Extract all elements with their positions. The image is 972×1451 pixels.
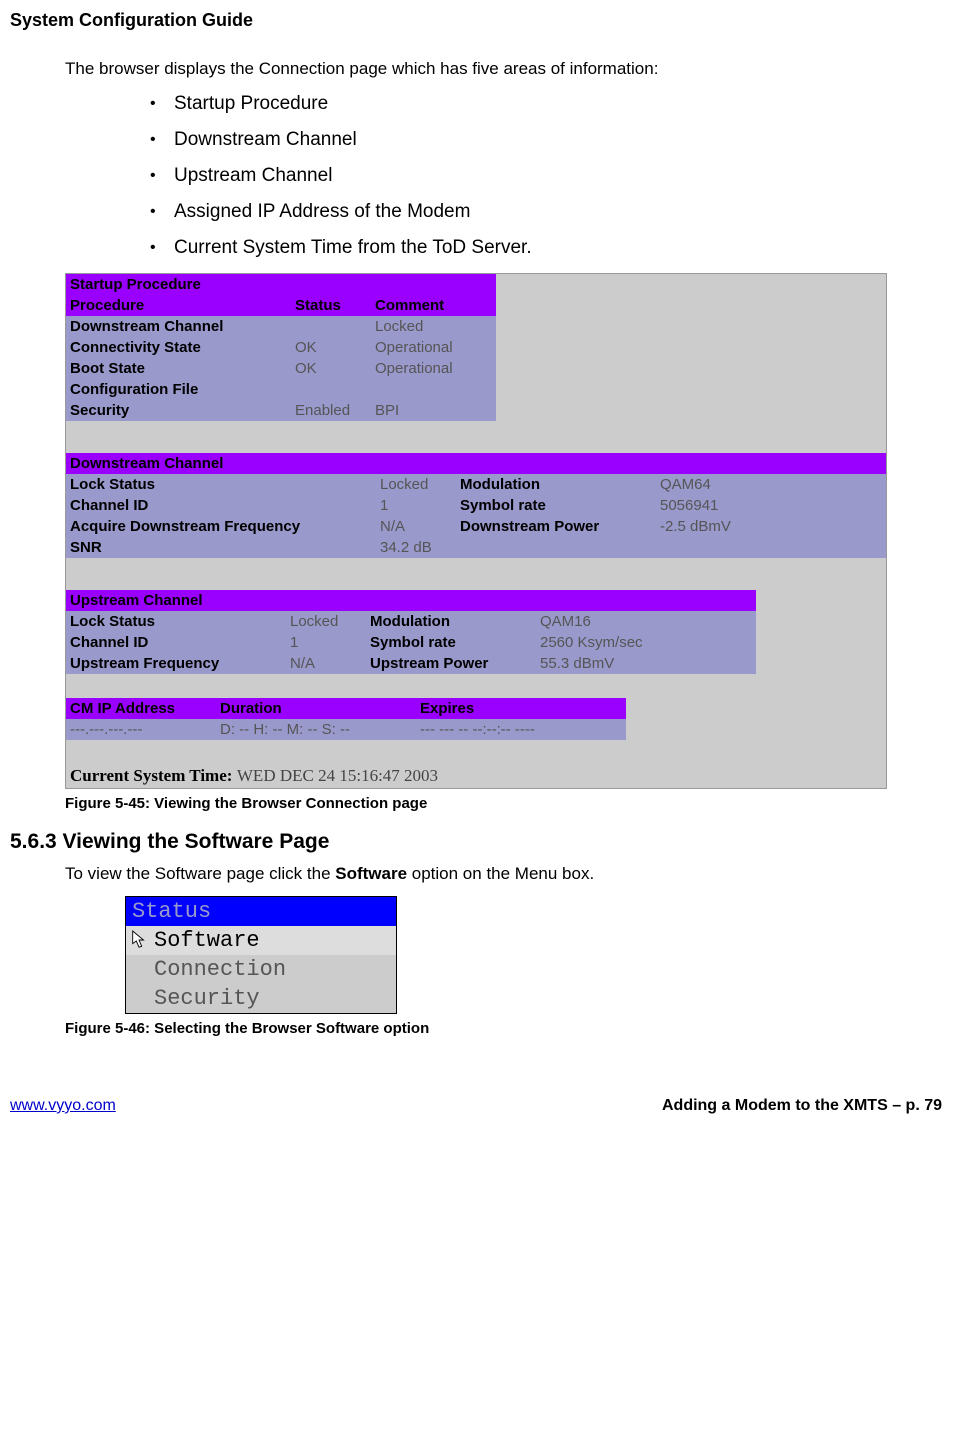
menu-label: Software	[154, 928, 260, 953]
startup-title: Startup Procedure	[66, 274, 496, 295]
cell: D: -- H: -- M: -- S: --	[216, 719, 416, 740]
intro-text: The browser displays the Connection page…	[65, 59, 942, 79]
cell: Modulation	[456, 474, 656, 495]
cell	[656, 537, 886, 558]
cell: Operational	[371, 337, 496, 358]
cell: 1	[376, 495, 456, 516]
cell: 55.3 dBmV	[536, 653, 756, 674]
cell: Symbol rate	[366, 632, 536, 653]
section-heading-563: 5.6.3 Viewing the Software Page	[10, 830, 942, 854]
col-header: Duration	[216, 698, 416, 719]
menu-item-connection[interactable]: Connection	[126, 955, 396, 984]
menu-title[interactable]: Status	[126, 897, 396, 926]
cell: SNR	[66, 537, 376, 558]
cell: OK	[291, 358, 371, 379]
col-header: Procedure	[66, 295, 291, 316]
cell	[456, 537, 656, 558]
cell	[291, 316, 371, 337]
cell: 5056941	[656, 495, 886, 516]
text-post: option on the Menu box.	[407, 864, 594, 883]
cell: Channel ID	[66, 495, 376, 516]
cell: Channel ID	[66, 632, 286, 653]
cell: Locked	[376, 474, 456, 495]
ip-table: CM IP Address Duration Expires ---.---.-…	[66, 698, 626, 740]
figure-46-caption: Figure 5-46: Selecting the Browser Softw…	[65, 1020, 942, 1037]
cell: --- --- -- --:--:-- ----	[416, 719, 626, 740]
menu-item-security[interactable]: Security	[126, 984, 396, 1013]
list-item: Assigned IP Address of the Modem	[150, 201, 942, 223]
cell: Configuration File	[66, 379, 291, 400]
cell: Upstream Frequency	[66, 653, 286, 674]
cell: N/A	[376, 516, 456, 537]
cell: 1	[286, 632, 366, 653]
cell: QAM64	[656, 474, 886, 495]
spacer	[66, 558, 886, 590]
cell	[291, 379, 371, 400]
downstream-table: Downstream Channel Lock Status Locked Mo…	[66, 453, 886, 558]
cell: 34.2 dB	[376, 537, 456, 558]
figure-45-caption: Figure 5-45: Viewing the Browser Connect…	[65, 795, 942, 812]
footer-link[interactable]: www.vyyo.com	[10, 1097, 116, 1115]
system-time-row: Current System Time: WED DEC 24 15:16:47…	[66, 764, 886, 788]
upstream-table: Upstream Channel Lock Status Locked Modu…	[66, 590, 756, 674]
menu-item-software[interactable]: Software	[126, 926, 396, 955]
cell: ---.---.---.---	[66, 719, 216, 740]
cell: 2560 Ksym/sec	[536, 632, 756, 653]
list-item: Startup Procedure	[150, 93, 942, 115]
spacer	[66, 421, 886, 453]
cell: BPI	[371, 400, 496, 421]
cell: Downstream Channel	[66, 316, 291, 337]
cell	[371, 379, 496, 400]
page-footer: www.vyyo.com Adding a Modem to the XMTS …	[10, 1097, 942, 1115]
cell: Upstream Power	[366, 653, 536, 674]
list-item: Upstream Channel	[150, 165, 942, 187]
time-label: Current System Time:	[70, 766, 232, 785]
footer-page: Adding a Modem to the XMTS – p. 79	[662, 1097, 942, 1115]
cell: OK	[291, 337, 371, 358]
cell: -2.5 dBmV	[656, 516, 886, 537]
downstream-title: Downstream Channel	[66, 453, 886, 474]
cell: Acquire Downstream Frequency	[66, 516, 376, 537]
startup-table: Startup Procedure Procedure Status Comme…	[66, 274, 496, 421]
figure-5-45: Startup Procedure Procedure Status Comme…	[65, 273, 942, 789]
cell: Modulation	[366, 611, 536, 632]
col-header: Status	[291, 295, 371, 316]
text-pre: To view the Software page click the	[65, 864, 335, 883]
spacer	[66, 674, 886, 698]
time-value: WED DEC 24 15:16:47 2003	[237, 766, 438, 785]
cell: Symbol rate	[456, 495, 656, 516]
col-header: Expires	[416, 698, 626, 719]
figure-5-46: Status Software Connection Security	[65, 896, 942, 1014]
cell: Locked	[286, 611, 366, 632]
list-item: Current System Time from the ToD Server.	[150, 237, 942, 259]
text-bold: Software	[335, 864, 407, 883]
cell: Lock Status	[66, 611, 286, 632]
cell: Downstream Power	[456, 516, 656, 537]
cell: Lock Status	[66, 474, 376, 495]
cell: Locked	[371, 316, 496, 337]
col-header: Comment	[371, 295, 496, 316]
page-header: System Configuration Guide	[10, 10, 942, 31]
cell: Enabled	[291, 400, 371, 421]
spacer	[66, 740, 886, 764]
col-header: CM IP Address	[66, 698, 216, 719]
cell: Connectivity State	[66, 337, 291, 358]
cell: QAM16	[536, 611, 756, 632]
cell: Operational	[371, 358, 496, 379]
list-item: Downstream Channel	[150, 129, 942, 151]
upstream-title: Upstream Channel	[66, 590, 756, 611]
cell: N/A	[286, 653, 366, 674]
cell: Security	[66, 400, 291, 421]
cell: Boot State	[66, 358, 291, 379]
section-text: To view the Software page click the Soft…	[65, 864, 942, 884]
cursor-icon	[130, 930, 148, 950]
bullet-list: Startup Procedure Downstream Channel Ups…	[150, 93, 942, 259]
